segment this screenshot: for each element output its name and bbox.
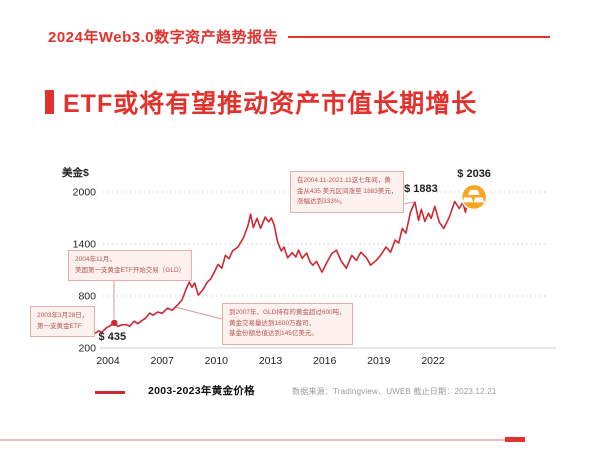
svg-text:200: 200 [78, 343, 96, 355]
svg-text:2004: 2004 [96, 355, 120, 367]
callout-price-rise-333pct: 在2004.11-2021.11这七年间，黄 金从435 美元区间涨至 1883… [290, 171, 405, 214]
svg-text:800: 800 [78, 291, 96, 303]
svg-text:2010: 2010 [205, 355, 229, 367]
legend-label: 2003-2023年黄金价格 [148, 385, 255, 397]
report-header-title: 2024年Web3.0数字资产趋势报告 [48, 29, 279, 46]
data-source-note: 数据来源：Tradingview、UWEB 截止日期：2023.12.21 [292, 387, 497, 396]
svg-text:2016: 2016 [313, 355, 337, 367]
header-divider-line [288, 35, 550, 38]
svg-text:2007: 2007 [150, 355, 174, 367]
svg-text:2013: 2013 [259, 355, 283, 367]
legend-line-swatch [95, 391, 125, 394]
slide-title: ETF或将有望推动资产市值长期增长 [63, 90, 478, 118]
point-label: $ 2036 [457, 168, 491, 180]
callout-gld-launch: 2004年11月， 美国第一支黄金ETF开始交易（GLD） [68, 250, 193, 282]
slide-title-row: ETF或将有望推动资产市值长期增长 [45, 84, 477, 120]
title-accent-bar [45, 90, 54, 114]
y-axis-title: 美金$ [62, 167, 89, 179]
svg-text:1400: 1400 [73, 239, 97, 251]
callout-first-gold-etf: 2003年3月28日， 第一支黄金ETF [30, 306, 96, 338]
gold-bars-icon [460, 183, 488, 211]
svg-text:2000: 2000 [73, 187, 97, 199]
footer-pink-line [0, 439, 505, 441]
svg-text:2022: 2022 [421, 355, 445, 367]
point-label: $ 1883 [404, 183, 438, 195]
report-header: 2024年Web3.0数字资产趋势报告 [48, 26, 550, 47]
point-label: $ 435 [99, 331, 127, 343]
svg-text:2019: 2019 [367, 355, 391, 367]
callout-gld-2007-stats: 到2007年，GLD持有的黄金超过600吨， 黄金交易量达到1600万盎司， 基… [222, 303, 353, 346]
footer-red-segment [505, 437, 525, 442]
